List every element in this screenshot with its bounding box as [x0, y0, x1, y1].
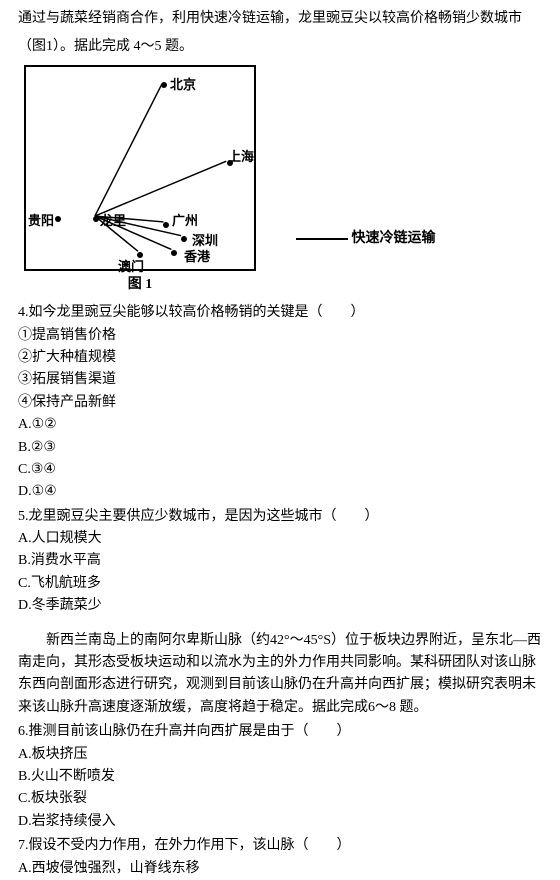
legend-line-swatch: [296, 238, 348, 240]
q5-b: B.消费水平高: [18, 550, 542, 572]
q5-c: C.飞机航班多: [18, 573, 542, 595]
q4-s2: ②扩大种植规模: [18, 347, 542, 369]
city-label: 北京: [170, 75, 196, 96]
city-dot: [181, 236, 187, 242]
q7-a: A.西坡侵蚀强烈，山脊线东移: [18, 858, 542, 880]
city-label: 广州: [172, 211, 198, 232]
q4-d: D.①④: [18, 481, 542, 503]
q7-stem: 7.假设不受内力作用，在外力作用下，该山脉（ ）: [18, 835, 542, 857]
legend-text: 快速冷链运输: [352, 231, 436, 246]
city-dot: [161, 82, 167, 88]
q6-c: C.板块张裂: [18, 788, 542, 810]
city-dot: [93, 216, 99, 222]
city-label: 龙里: [100, 211, 126, 232]
city-dot: [55, 216, 61, 222]
intro-line1: 通过与蔬菜经销商合作，利用快速冷链运输，龙里豌豆尖以较高价格畅销少数城市: [18, 8, 542, 30]
q4-s4: ④保持产品新鲜: [18, 392, 542, 414]
q5-a: A.人口规模大: [18, 528, 542, 550]
figure-lines: [26, 67, 254, 269]
q4-c: C.③④: [18, 459, 542, 481]
city-label: 贵阳: [28, 211, 54, 232]
q4-s1: ①提高销售价格: [18, 325, 542, 347]
figure-box: 贵阳龙里北京上海广州深圳香港澳门: [24, 65, 256, 271]
q4-s3: ③拓展销售渠道: [18, 369, 542, 391]
q6-stem: 6.推测目前该山脉仍在升高并向西扩展是由于（ ）: [18, 721, 542, 743]
paragraph-2: 新西兰南岛上的南阿尔卑斯山脉（约42°～45°S）位于板块边界附近，呈东北—西南…: [18, 630, 542, 720]
city-label: 澳门: [118, 257, 144, 278]
q5-stem: 5.龙里豌豆尖主要供应少数城市，是因为这些城市（ ）: [18, 506, 542, 528]
city-dot: [163, 222, 169, 228]
intro-line2: （图1）。据此完成 4～5 题。: [18, 36, 542, 58]
q4-b: B.②③: [18, 437, 542, 459]
q4-a: A.①②: [18, 414, 542, 436]
city-label: 香港: [184, 247, 210, 268]
city-dot: [171, 250, 177, 256]
q4-stem: 4.如今龙里豌豆尖能够以较高价格畅销的关键是（ ）: [18, 302, 542, 324]
city-label: 上海: [228, 147, 254, 168]
q6-b: B.火山不断喷发: [18, 766, 542, 788]
figure-wrap: 贵阳龙里北京上海广州深圳香港澳门 快速冷链运输: [24, 65, 504, 271]
q6-d: D.岩浆持续侵入: [18, 811, 542, 833]
figure-legend: 快速冷链运输: [296, 228, 436, 270]
q6-a: A.板块挤压: [18, 744, 542, 766]
q5-d: D.冬季蔬菜少: [18, 595, 542, 617]
